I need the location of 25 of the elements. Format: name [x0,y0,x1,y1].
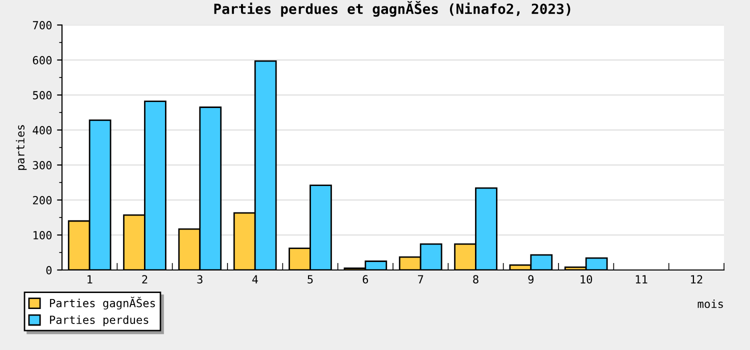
y-tick-label: 700 [32,21,52,30]
x-tick-label: 3 [197,275,202,284]
x-tick-label: 9 [528,275,534,284]
y-tick-label: 100 [34,231,52,240]
y-tick-label: 500 [32,91,52,100]
y-tick-label: 600 [32,56,52,64]
x-tick-label: 8 [473,275,478,284]
y-axis-title: parties [16,125,27,170]
x-tick-label: 6 [362,275,368,284]
chart-title: Parties perdues et gagnĂŠes (Ninafo2, 2023) [214,1,570,17]
y-tick-label: 300 [32,161,52,170]
x-axis-title: mois [698,299,723,308]
x-tick-label: 2 [142,275,148,284]
x-tick-label: 12 [691,275,702,284]
x-tick-label: 7 [418,275,424,284]
x-tick-label: 4 [252,275,258,284]
x-tick-label: 11 [636,275,648,284]
y-tick-label: 400 [32,126,52,134]
y-tick-label: 0 [46,266,52,274]
x-tick-label: 1 [88,275,92,284]
y-tick-label: 200 [33,196,52,204]
legend-label: Parties perdues [50,315,148,326]
legend-label: Parties gagnĂŠes [50,296,155,310]
x-tick-label: 10 [580,275,592,284]
x-tick-label: 5 [308,275,313,284]
